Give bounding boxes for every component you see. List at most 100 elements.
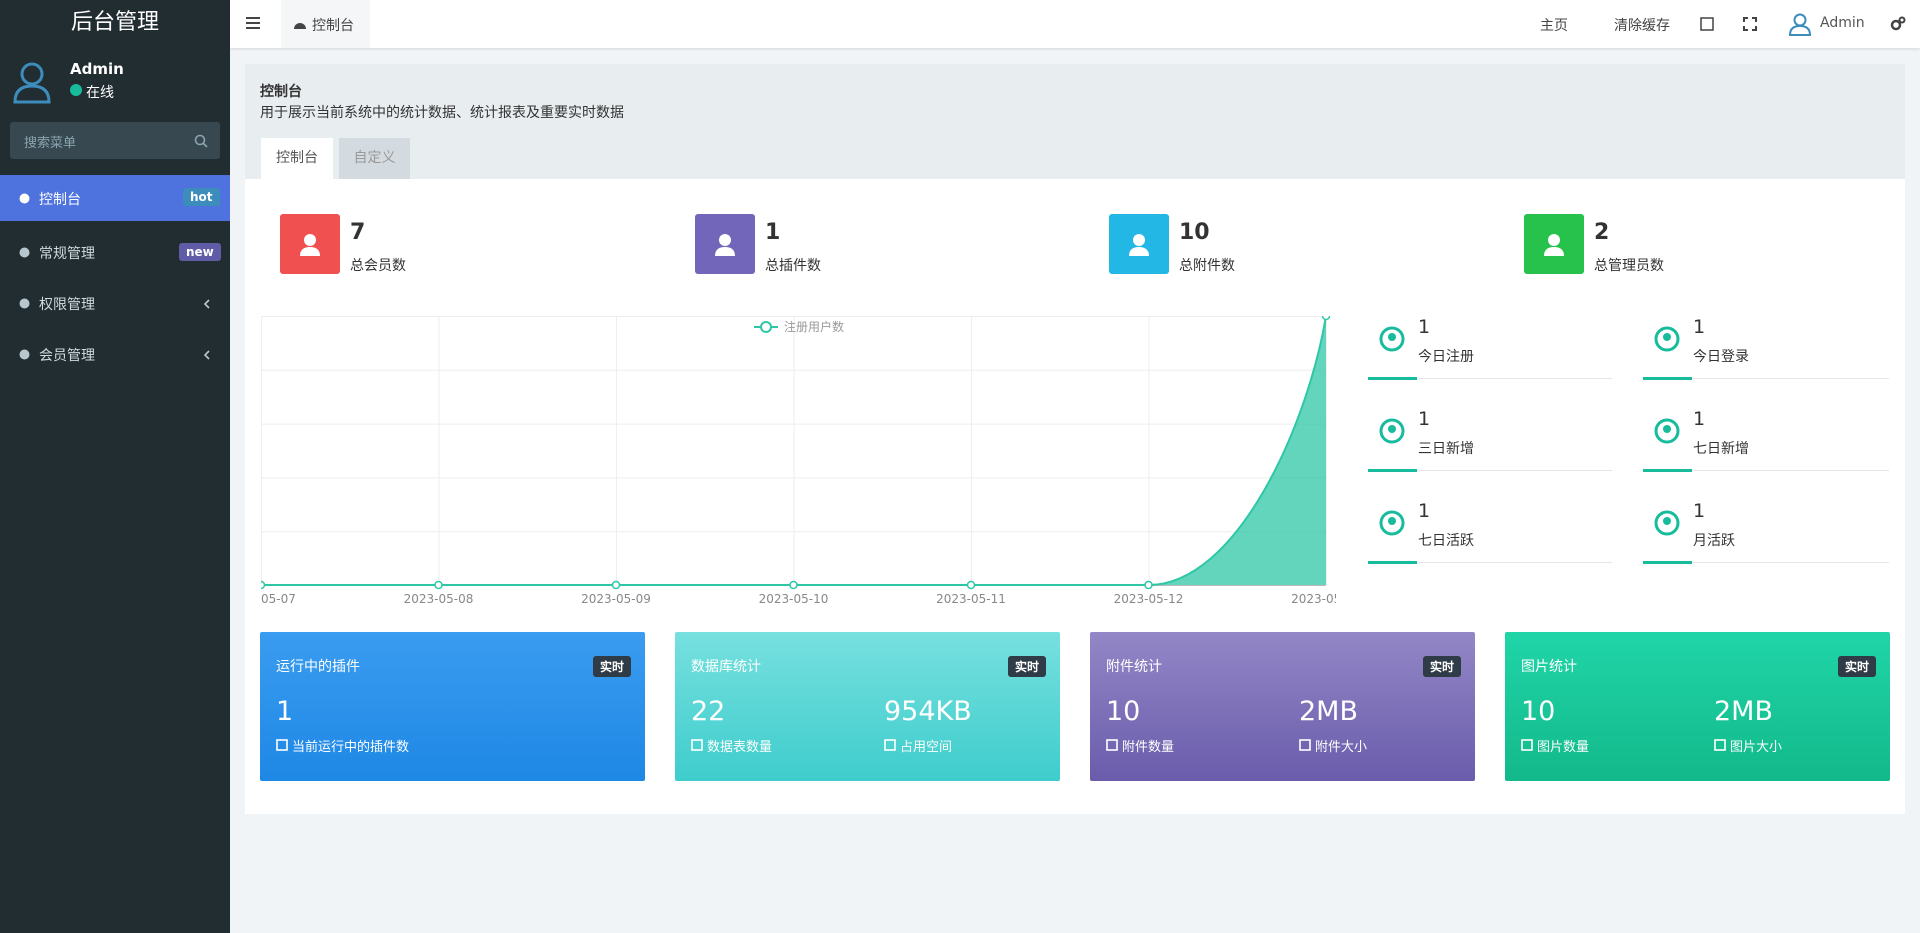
stat-value: 10 xyxy=(1179,220,1210,245)
panel-tab[interactable]: 自定义 xyxy=(339,138,410,179)
card-label: 数据表数量 xyxy=(707,740,773,755)
glyph xyxy=(1379,326,1405,352)
card-value: 10 xyxy=(1521,696,1556,727)
menu-item[interactable]: 常规管理 new xyxy=(0,227,230,278)
glyph xyxy=(1663,517,1671,525)
x-tick-label: 2023-05-08 xyxy=(404,592,474,606)
glyph xyxy=(1133,234,1145,246)
glyph xyxy=(1299,739,1311,751)
divider-accent xyxy=(1368,469,1417,472)
divider xyxy=(1368,562,1612,563)
card-badge: 实时 xyxy=(1423,656,1462,677)
menu-label: 控制台 xyxy=(39,192,81,208)
user-status: 在线 xyxy=(86,85,114,101)
point xyxy=(261,580,266,590)
menu-label: 权限管理 xyxy=(39,297,95,313)
side-stat-icon xyxy=(1379,510,1405,536)
menu-icon xyxy=(19,298,30,309)
search-placeholder: 搜索菜单 xyxy=(24,136,77,151)
glyph xyxy=(1388,425,1396,433)
divider-accent xyxy=(1368,377,1417,380)
page-subtitle: 用于展示当前系统中的统计数据、统计报表及重要实时数据 xyxy=(260,105,624,121)
card-label: 附件大小 xyxy=(1315,740,1368,755)
stat-icon xyxy=(1524,214,1584,274)
stat-card: 图片统计 实时 10 图片数量 2MB 图片大小 xyxy=(1505,632,1890,781)
card-value: 2MB xyxy=(1714,696,1773,727)
stat-glyph xyxy=(300,234,320,256)
menu-item[interactable]: 权限管理 xyxy=(0,278,230,329)
glyph xyxy=(300,247,320,256)
x-tick-label: 2023-05-09 xyxy=(581,592,651,606)
nav-tab[interactable]: 控制台 xyxy=(281,0,370,48)
lang-icon[interactable] xyxy=(1700,17,1714,31)
card-label: 图片数量 xyxy=(1537,740,1590,755)
header-avatar[interactable] xyxy=(1788,12,1812,36)
legend-marker xyxy=(760,321,772,333)
menu-item[interactable]: 控制台 hot xyxy=(0,175,230,221)
menu-item[interactable]: 会员管理 xyxy=(0,329,230,380)
glyph xyxy=(1654,326,1680,352)
stat-card: 数据库统计 实时 22 数据表数量 954KB 占用空间 xyxy=(675,632,1060,781)
card-badge: 实时 xyxy=(593,656,632,677)
divider-accent xyxy=(1643,377,1692,380)
tab-icon xyxy=(294,23,306,29)
divider-accent xyxy=(1643,561,1692,564)
divider-accent xyxy=(1368,561,1417,564)
menu-label: 会员管理 xyxy=(39,348,95,364)
divider xyxy=(1643,470,1889,471)
side-stat-icon xyxy=(1654,418,1680,444)
card-title: 附件统计 xyxy=(1106,659,1162,675)
menu-badge: hot xyxy=(183,188,220,206)
point xyxy=(1144,580,1153,590)
menu-icon xyxy=(19,193,30,204)
tab-label: 控制台 xyxy=(312,18,354,34)
side-stat-value: 1 xyxy=(1693,316,1706,338)
menu-toggle[interactable] xyxy=(246,17,260,30)
side-stat-icon xyxy=(1654,510,1680,536)
logo[interactable]: 后台管理 xyxy=(70,10,159,35)
card-item-icon xyxy=(276,739,288,751)
glyph xyxy=(1388,517,1396,525)
chevron xyxy=(203,350,210,360)
settings-icon[interactable] xyxy=(1890,16,1906,32)
card-item-icon xyxy=(1714,739,1726,751)
glyph xyxy=(1654,510,1680,536)
side-stat-label: 今日登录 xyxy=(1693,349,1749,365)
glyph xyxy=(1654,418,1680,444)
chart: 2023-05-07 2023-05-08 2023-05-09 2023-05-10… xyxy=(261,316,1336,606)
glyph xyxy=(1388,333,1396,341)
card-title: 图片统计 xyxy=(1521,659,1577,675)
side-stat-icon xyxy=(1379,418,1405,444)
top-nav: 控制台 主页 清除缓存 Admin xyxy=(230,0,1920,48)
card-item-icon xyxy=(1521,739,1533,751)
clear-cache-link[interactable]: 清除缓存 xyxy=(1614,18,1670,34)
stat-label: 总插件数 xyxy=(765,258,821,274)
header-user[interactable]: Admin xyxy=(1820,15,1865,31)
fullscreen-icon[interactable] xyxy=(1743,17,1757,31)
stat-card: 附件统计 实时 10 附件数量 2MB 附件大小 xyxy=(1090,632,1475,781)
icon-shape xyxy=(19,349,30,360)
card-badge: 实时 xyxy=(1008,656,1047,677)
glyph xyxy=(715,247,735,256)
side-stat-value: 1 xyxy=(1418,408,1431,430)
stat-glyph xyxy=(1544,234,1564,256)
panel-tab-active[interactable]: 控制台 xyxy=(261,138,333,179)
divider xyxy=(1368,378,1612,379)
glyph xyxy=(1129,247,1149,256)
point xyxy=(789,580,798,590)
card-value: 954KB xyxy=(884,696,972,727)
menu-icon xyxy=(19,247,30,258)
stat-label: 总附件数 xyxy=(1179,258,1235,274)
icon-shape xyxy=(19,193,30,204)
stat-icon xyxy=(695,214,755,274)
stat-icon xyxy=(1109,214,1169,274)
side-stat-value: 1 xyxy=(1693,500,1706,522)
side-stat-value: 1 xyxy=(1693,408,1706,430)
stat-glyph xyxy=(715,234,735,256)
search-box[interactable]: 搜索菜单 xyxy=(10,122,220,159)
home-link[interactable]: 主页 xyxy=(1540,18,1568,34)
side-stat-icon xyxy=(1379,326,1405,352)
glyph xyxy=(1663,425,1671,433)
status-dot xyxy=(70,84,82,96)
glyph xyxy=(1663,333,1671,341)
